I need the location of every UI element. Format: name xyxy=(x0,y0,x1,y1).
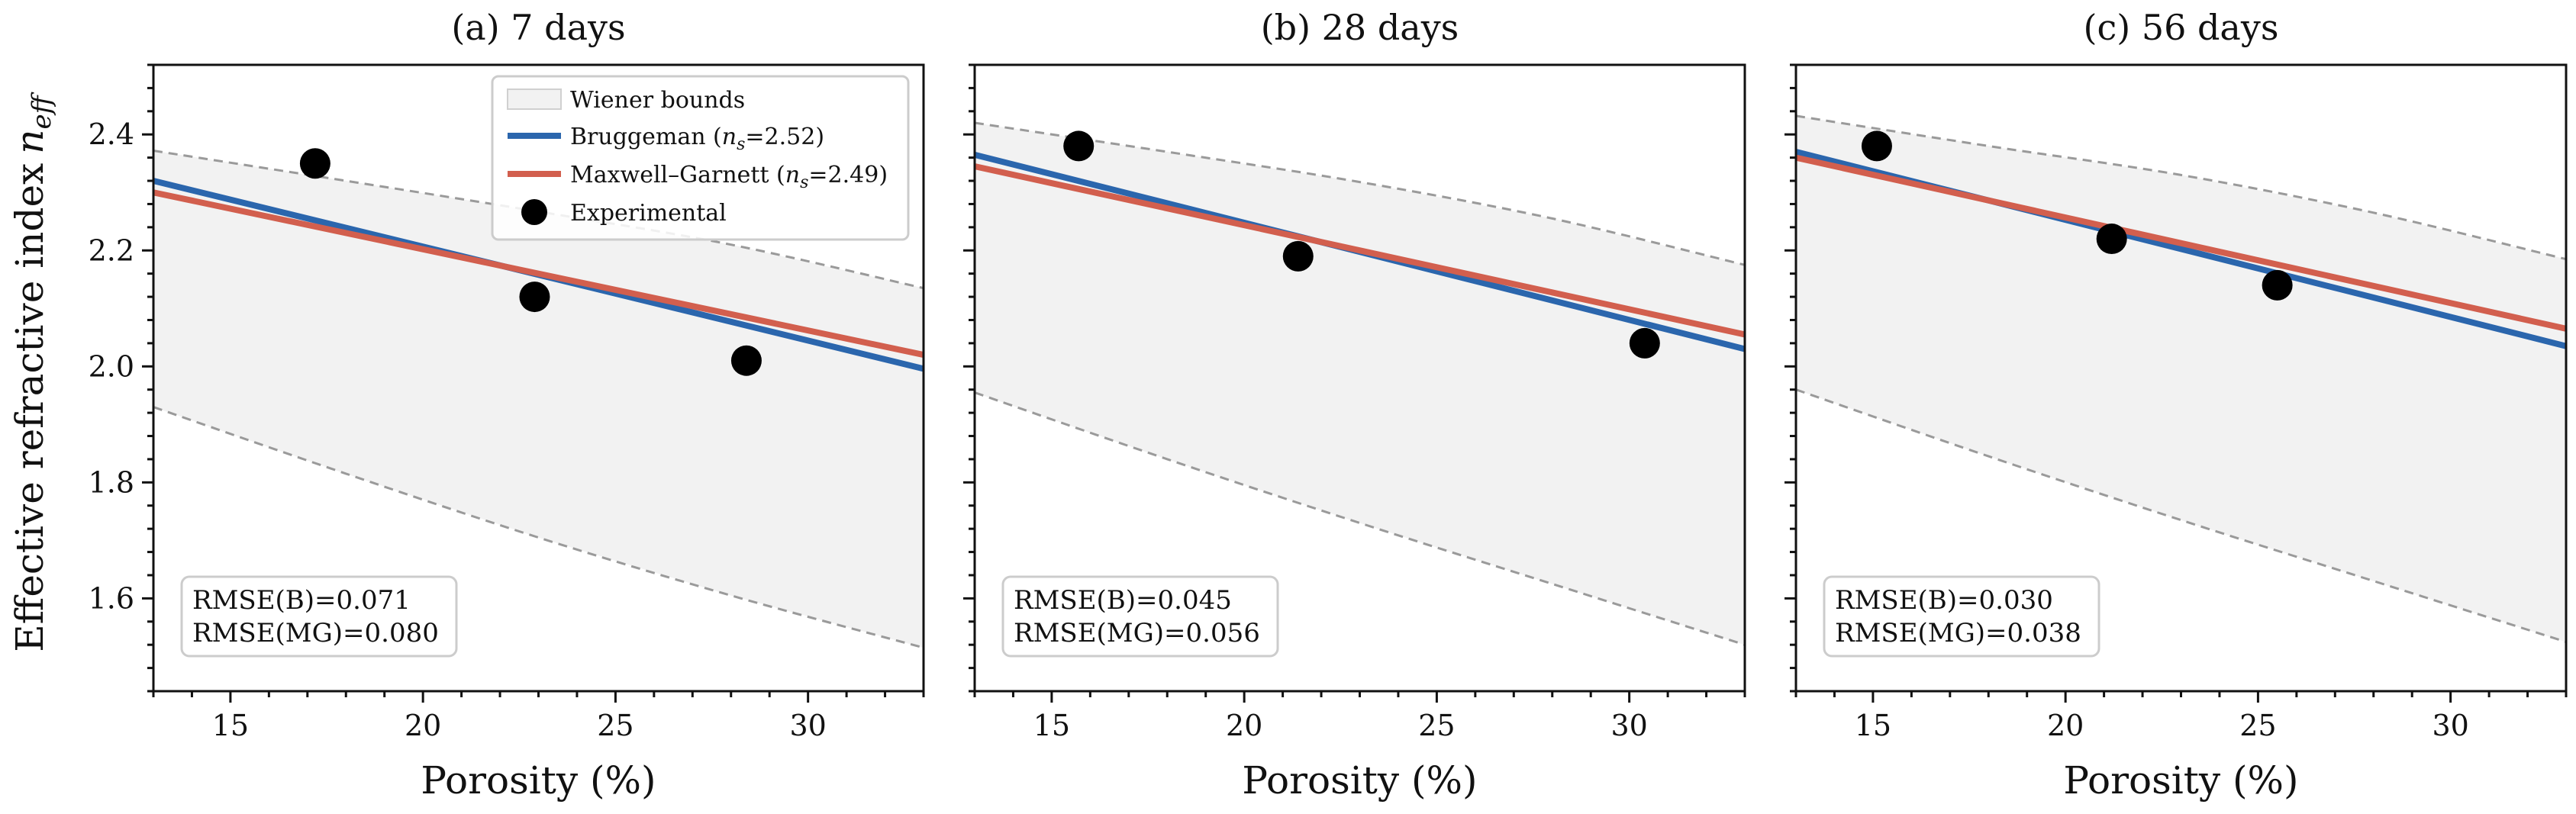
x-tick-label: 25 xyxy=(2239,709,2276,742)
rmse-box xyxy=(1823,575,2100,658)
wiener-bounds-fill xyxy=(975,123,1745,645)
experimental-point xyxy=(1861,130,1892,162)
legend-maxwell-suffix: =2.49) xyxy=(808,162,888,188)
panel-3: 15 20 25 30 (c) 56 days Porosity (%) RMSE(B)=0… xyxy=(1785,7,2568,803)
maxwell-garnett-line xyxy=(153,189,924,359)
maxwell-garnett-line xyxy=(975,163,1745,338)
panel-1: 15 20 25 30 1.6 1.8 2.0 2.2 2.4 (a) 7 days Porosit… xyxy=(89,7,925,803)
y-axis-label-symbol: n xyxy=(8,130,52,154)
legend-frame xyxy=(491,75,910,241)
legend-bruggeman-prefix: Bruggeman ( xyxy=(570,124,722,150)
x-tick-label: 15 xyxy=(1855,709,1891,742)
legend-bruggeman-symbol: n xyxy=(722,124,737,150)
rmse-bruggeman: RMSE(B)=0.030 xyxy=(1835,585,2053,616)
legend: Wiener bounds Bruggeman (ns=2.52) Maxwel… xyxy=(491,75,910,241)
y-tick-label: 2.0 xyxy=(89,349,134,383)
wiener-upper-bound xyxy=(1796,114,2566,261)
legend-maxwell-subscript: s xyxy=(800,173,808,192)
legend-maxwell-label: Maxwell–Garnett (ns=2.49) xyxy=(570,162,888,192)
panel-title: (a) 7 days xyxy=(451,7,625,48)
experimental-point xyxy=(1282,240,1314,272)
experimental-point xyxy=(1629,327,1660,359)
rmse-box xyxy=(180,575,458,658)
x-tick-label: 20 xyxy=(405,709,441,742)
panel-2: 15 20 25 30 (b) 28 days Porosity (%) RMSE(B)=0… xyxy=(963,7,1746,803)
panel-title: (b) 28 days xyxy=(1261,7,1459,48)
legend-maxwell-symbol: n xyxy=(785,162,800,188)
plot-area xyxy=(1796,114,2566,643)
x-tick-label: 20 xyxy=(1226,709,1262,742)
maxwell-garnett-line xyxy=(1796,154,2566,332)
experimental-point xyxy=(1063,130,1095,162)
rmse-box xyxy=(1001,575,1279,658)
rmse-maxwell-garnett: RMSE(MG)=0.056 xyxy=(1014,618,1260,648)
wiener-upper-bound xyxy=(975,121,1745,266)
wiener-lower-bound xyxy=(975,391,1745,646)
wiener-lower-bound xyxy=(1796,388,2566,643)
plot-area xyxy=(975,121,1745,646)
y-tick-label: 1.8 xyxy=(89,465,134,499)
legend-wiener-swatch xyxy=(507,88,562,110)
legend-experimental-label: Experimental xyxy=(570,200,727,227)
x-tick-label: 15 xyxy=(1033,709,1070,742)
experimental-point xyxy=(2262,269,2293,301)
y-tick-label: 1.6 xyxy=(89,581,134,615)
x-tick-label: 30 xyxy=(789,709,826,742)
x-axis-label: Porosity (%) xyxy=(2063,758,2298,803)
rmse-bruggeman: RMSE(B)=0.045 xyxy=(1014,585,1232,616)
legend-experimental-marker xyxy=(521,199,547,225)
x-tick-label: 30 xyxy=(2432,709,2468,742)
legend-bruggeman-suffix: =2.52) xyxy=(745,124,824,150)
x-tick-label: 20 xyxy=(2047,709,2084,742)
rmse-maxwell-garnett: RMSE(MG)=0.080 xyxy=(192,618,439,648)
experimental-point xyxy=(2096,224,2127,255)
legend-bruggeman-subscript: s xyxy=(737,135,745,154)
x-tick-label: 30 xyxy=(1610,709,1647,742)
legend-maxwell-prefix: Maxwell–Garnett ( xyxy=(570,162,785,188)
x-tick-label: 25 xyxy=(597,709,634,742)
experimental-point xyxy=(519,282,550,313)
experimental-point xyxy=(730,345,762,376)
x-axis-label: Porosity (%) xyxy=(421,758,656,803)
wiener-bounds-fill xyxy=(1796,115,2566,642)
rmse-maxwell-garnett: RMSE(MG)=0.038 xyxy=(1835,618,2081,648)
x-tick-label: 15 xyxy=(212,709,249,742)
wiener-bounds-fill xyxy=(153,150,924,648)
y-tick-label: 2.2 xyxy=(89,233,134,267)
experimental-point xyxy=(299,148,330,179)
rmse-bruggeman: RMSE(B)=0.071 xyxy=(192,585,411,616)
legend-bruggeman-label: Bruggeman (ns=2.52) xyxy=(570,124,824,154)
x-axis-label: Porosity (%) xyxy=(1242,758,1477,803)
y-axis-label: Effective refractive index neff xyxy=(8,92,57,652)
legend-wiener-label: Wiener bounds xyxy=(570,87,745,114)
plot-area xyxy=(153,148,924,649)
y-tick-label: 2.4 xyxy=(89,117,134,151)
wiener-lower-bound xyxy=(153,406,924,649)
y-axis-label-subscript: eff xyxy=(27,92,57,129)
y-axis-label-text: Effective refractive index xyxy=(8,163,52,652)
panels: 15 20 25 30 1.6 1.8 2.0 2.2 2.4 (a) 7 days Porosit… xyxy=(89,7,2568,803)
x-tick-label: 25 xyxy=(1418,709,1455,742)
panel-title: (c) 56 days xyxy=(2084,7,2279,48)
